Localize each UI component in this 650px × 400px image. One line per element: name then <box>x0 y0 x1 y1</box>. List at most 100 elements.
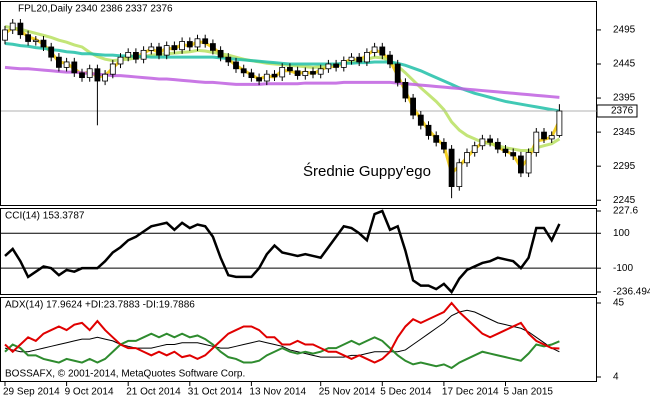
candle-body <box>494 141 501 150</box>
candle-body <box>541 131 547 140</box>
candle-body <box>433 135 440 143</box>
candle-body <box>156 46 162 56</box>
candle-body <box>32 39 39 42</box>
candle-body <box>487 138 494 143</box>
candle-body <box>471 145 478 153</box>
candle-body <box>340 60 347 68</box>
y-tick-label: 4 <box>613 372 619 383</box>
candle-body <box>248 72 255 79</box>
candle-body <box>363 52 370 63</box>
candle-body <box>518 155 524 174</box>
candle-body <box>2 29 8 41</box>
x-tick-label: 25 Nov 2014 <box>319 387 376 398</box>
x-tick-label: 5 Jan 2015 <box>504 387 554 398</box>
candle-body <box>356 56 363 63</box>
candle-body <box>102 73 108 82</box>
candle-body <box>225 56 232 63</box>
candle-body <box>310 71 316 75</box>
y-tick-label: 100 <box>613 228 630 239</box>
candle-body <box>94 68 101 82</box>
candle-body <box>464 152 470 164</box>
candle-body <box>325 63 332 70</box>
candle-body <box>394 63 401 83</box>
panel-title: ADX(14) 17.9624 +DI:23.7883 -DI:19.7886 <box>5 300 195 311</box>
candle-body <box>502 148 509 153</box>
candle-body <box>71 61 78 74</box>
candle-body <box>286 66 293 72</box>
candle-body <box>48 46 55 58</box>
candle-body <box>410 97 417 116</box>
candle-body <box>448 148 455 188</box>
candle-body <box>40 39 47 48</box>
candle-body <box>525 152 532 174</box>
x-tick-label: 21 Oct 2014 <box>126 387 181 398</box>
candle-body <box>387 54 393 65</box>
candle-body <box>456 162 463 188</box>
candle-body <box>140 49 147 60</box>
y-tick-label: -236.494 <box>613 287 650 298</box>
candle-body <box>294 70 301 76</box>
y-tick-label: 2295 <box>613 161 636 172</box>
candle-body <box>240 68 247 74</box>
candle-body <box>186 41 193 48</box>
main-panel <box>0 1 597 206</box>
candle-body <box>302 71 309 76</box>
candle-body <box>440 141 447 150</box>
candle-body <box>9 22 16 31</box>
candle-body <box>148 46 155 51</box>
candle-body <box>556 110 563 136</box>
candle-body <box>417 114 424 126</box>
candle-body <box>132 52 139 60</box>
candle-body <box>279 66 286 78</box>
y-tick-label: 2245 <box>613 195 636 206</box>
y-tick-label: 45 <box>613 298 625 309</box>
x-tick-label: 17 Dec 2014 <box>442 387 499 398</box>
indicator-line <box>4 301 560 364</box>
last-price-label: 2376 <box>611 106 634 117</box>
candle-body <box>79 72 85 79</box>
candle-body <box>209 43 216 51</box>
x-tick-label: 31 Oct 2014 <box>188 387 243 398</box>
candle-body <box>379 46 386 56</box>
candle-body <box>202 38 209 44</box>
y-tick-label: 2395 <box>613 93 636 104</box>
candle-body <box>117 56 124 65</box>
y-tick-label: 2345 <box>613 127 636 138</box>
y-tick-label: 2495 <box>613 25 636 36</box>
chart-title: FPL20,Daily 2340 2386 2337 2376 <box>18 4 173 15</box>
candle-body <box>317 68 324 75</box>
candle-body <box>333 63 340 68</box>
candle-body <box>56 56 62 68</box>
indicator-line <box>4 332 560 370</box>
panel-title: CCI(14) 153.3787 <box>5 211 85 222</box>
candle-body <box>348 56 355 61</box>
x-tick-label: 9 Oct 2014 <box>65 387 114 398</box>
x-tick-label: 29 Sep 2014 <box>3 387 60 398</box>
candle-body <box>217 49 224 58</box>
candle-body <box>179 41 186 51</box>
last-price-box <box>596 104 638 118</box>
candle-body <box>163 45 170 56</box>
candle-body <box>271 73 278 78</box>
y-tick-label: 2445 <box>613 59 636 70</box>
candle-body <box>171 45 178 51</box>
adx-panel <box>0 297 597 382</box>
y-tick-label: 227.6 <box>613 206 638 217</box>
candle-body <box>425 124 432 136</box>
candle-body <box>17 22 24 36</box>
candle-body <box>548 135 555 140</box>
candle-body <box>125 52 132 58</box>
indicator-line <box>4 309 560 358</box>
candle-body <box>510 152 517 157</box>
y-tick-label: -100 <box>613 263 633 274</box>
candle-body <box>63 61 70 68</box>
x-tick-label: 5 Dec 2014 <box>380 387 432 398</box>
candle-body <box>86 68 93 79</box>
copyright: BOSSAFX, © 2001-2014, MetaQuotes Softwar… <box>5 369 245 380</box>
candle-body <box>194 38 201 48</box>
candle-body <box>233 61 239 70</box>
cci-panel <box>0 208 597 295</box>
candle-body <box>25 34 32 42</box>
